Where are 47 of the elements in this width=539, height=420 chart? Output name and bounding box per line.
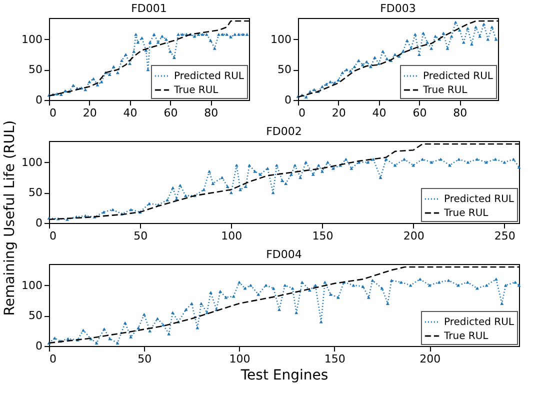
x-tick-label: 80 [453,106,468,120]
x-tick-label: 50 [138,352,152,366]
x-tick-label: 80 [204,106,218,120]
legend-label: True RUL [422,85,468,96]
y-tick-label: 50 [28,63,42,76]
x-tick-label: 0 [50,230,56,242]
legend-label: True RUL [173,85,219,96]
y-tick-label: 0 [36,94,42,106]
x-tick-label: 40 [372,106,386,120]
y-tick-label: 100 [22,32,42,46]
x-tick-label: 20 [332,106,346,120]
x-tick-label: 40 [123,106,138,120]
y-tick-label: 50 [278,63,292,76]
x-tick-label: 100 [229,352,250,366]
legend-label: Predicted RUL [423,71,494,82]
x-tick-label: 0 [50,352,56,366]
x-tick-label: 0 [298,106,306,120]
x-tick-label: 60 [412,106,427,120]
chart-title: FD004 [266,248,302,261]
y-tick-label: 100 [22,278,42,292]
legend-label: True RUL [443,331,489,342]
legend-label: True RUL [443,208,489,219]
x-axis-title: Test Engines [240,368,328,384]
y-tick-label: 50 [28,186,42,200]
x-tick-label: 0 [50,106,56,120]
legend-label: Predicted RUL [174,71,244,82]
series-label: Predicted RUL [444,317,514,328]
legend-label: Predicted RUL [444,194,514,205]
y-tick-label: 0 [284,94,292,106]
x-tick-label: 100 [221,230,242,242]
y-tick-label: 50 [28,309,42,322]
y-axis-title: Remaining Useful Life (RUL) [2,120,18,316]
x-tick-label: 60 [164,106,178,120]
x-tick-label: 150 [324,352,346,366]
chart-title: FD003 [380,2,416,15]
x-tick-label: 200 [420,352,441,366]
x-tick-label: 150 [312,230,334,242]
y-tick-label: 0 [36,216,42,230]
chart-title: FD002 [266,125,302,138]
x-tick-label: 200 [403,230,424,242]
y-tick-label: 100 [22,156,42,169]
chart-title: FD001 [131,2,167,15]
y-tick-label: 100 [270,32,292,46]
x-tick-label: 50 [134,230,148,242]
y-tick-label: 0 [36,340,42,352]
x-tick-label: 20 [82,106,97,120]
x-tick-label: 250 [494,230,516,242]
